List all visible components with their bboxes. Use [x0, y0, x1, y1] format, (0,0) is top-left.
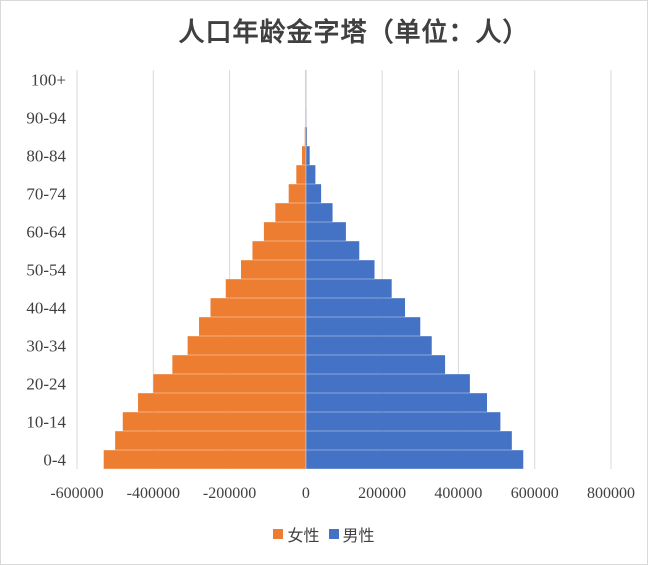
bar-male-25-29	[305, 355, 446, 374]
legend-swatch-female	[273, 529, 284, 539]
legend: 女性 男性	[0, 522, 648, 546]
bar-female-45-49	[225, 279, 306, 298]
bar-female-75-79	[296, 165, 306, 184]
bar-female-60-64	[263, 222, 306, 241]
y-tick-label: 70-74	[26, 185, 66, 204]
bar-male-65-69	[305, 203, 333, 222]
bar-female-40-44	[210, 298, 306, 317]
y-axis-tick-labels: 0-4 10-14 20-24 30-34 40-44 50-54 60-64 70-74 80…	[26, 71, 66, 470]
y-tick-label: 40-44	[26, 299, 66, 318]
bar-male-75-79	[305, 165, 316, 184]
bar-female-5-9	[115, 431, 306, 450]
bar-female-80-84	[302, 146, 306, 165]
bar-male-20-24	[305, 374, 470, 393]
bar-female-50-54	[241, 260, 306, 279]
y-tick-label: 90-94	[26, 109, 66, 128]
bar-female-70-74	[288, 184, 306, 203]
bar-male-10-14	[305, 412, 501, 431]
bar-female-85-89	[304, 127, 306, 146]
bars	[103, 108, 524, 469]
x-tick-label: 0	[302, 485, 310, 502]
y-tick-label: 20-24	[26, 375, 66, 394]
bar-female-10-14	[122, 412, 306, 431]
y-tick-label: 30-34	[26, 337, 66, 356]
bar-male-55-59	[305, 241, 360, 260]
x-tick-label: -400000	[127, 485, 180, 502]
bar-female-30-34	[187, 336, 306, 355]
legend-swatch-male	[328, 529, 339, 539]
y-tick-label: 80-84	[26, 147, 66, 166]
bar-male-60-64	[305, 222, 346, 241]
x-tick-label: -200000	[203, 485, 256, 502]
legend-item-female: 女性	[273, 522, 319, 546]
bar-male-15-19	[305, 393, 488, 412]
y-tick-label: 10-14	[26, 413, 66, 432]
x-tick-label: -600000	[50, 485, 103, 502]
bar-male-40-44	[305, 298, 406, 317]
bar-female-55-59	[252, 241, 306, 260]
bar-male-85-89	[305, 127, 308, 146]
x-tick-label: 800000	[587, 485, 635, 502]
bar-female-65-69	[275, 203, 306, 222]
x-tick-label: 200000	[358, 485, 406, 502]
legend-label-female: 女性	[287, 526, 320, 545]
legend-label-male: 男性	[342, 526, 375, 545]
y-tick-label: 60-64	[26, 223, 66, 242]
bar-female-20-24	[153, 374, 306, 393]
bar-male-5-9	[305, 431, 512, 450]
x-tick-label: 600000	[511, 485, 559, 502]
x-axis-tick-labels: -600000 -400000 -200000 0 200000 400000 600000…	[50, 485, 635, 502]
bar-female-35-39	[199, 317, 306, 336]
bar-male-45-49	[305, 279, 392, 298]
y-tick-label: 0-4	[43, 451, 66, 470]
chart-title: 人口年龄金字塔（单位：人）	[178, 18, 530, 48]
bar-female-0-4	[103, 450, 306, 469]
bar-male-30-34	[305, 336, 432, 355]
bar-male-0-4	[305, 450, 524, 469]
x-tick-label: 400000	[434, 485, 482, 502]
bar-male-70-74	[305, 184, 322, 203]
y-tick-label: 100+	[31, 71, 66, 90]
bar-female-25-29	[172, 355, 306, 374]
y-tick-label: 50-54	[26, 261, 66, 280]
bar-male-80-84	[305, 146, 310, 165]
bar-female-15-19	[138, 393, 306, 412]
bar-male-35-39	[305, 317, 421, 336]
legend-item-male: 男性	[328, 522, 375, 546]
bar-male-50-54	[305, 260, 375, 279]
